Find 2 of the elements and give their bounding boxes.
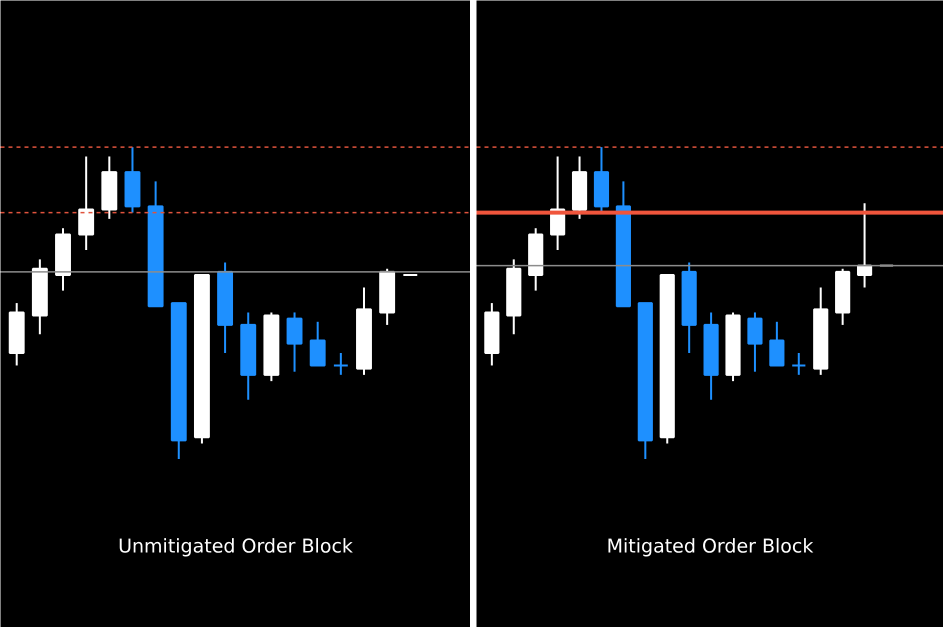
text: Mitigated Order Block [606, 535, 814, 558]
text: Unmitigated Order Block [118, 535, 353, 558]
